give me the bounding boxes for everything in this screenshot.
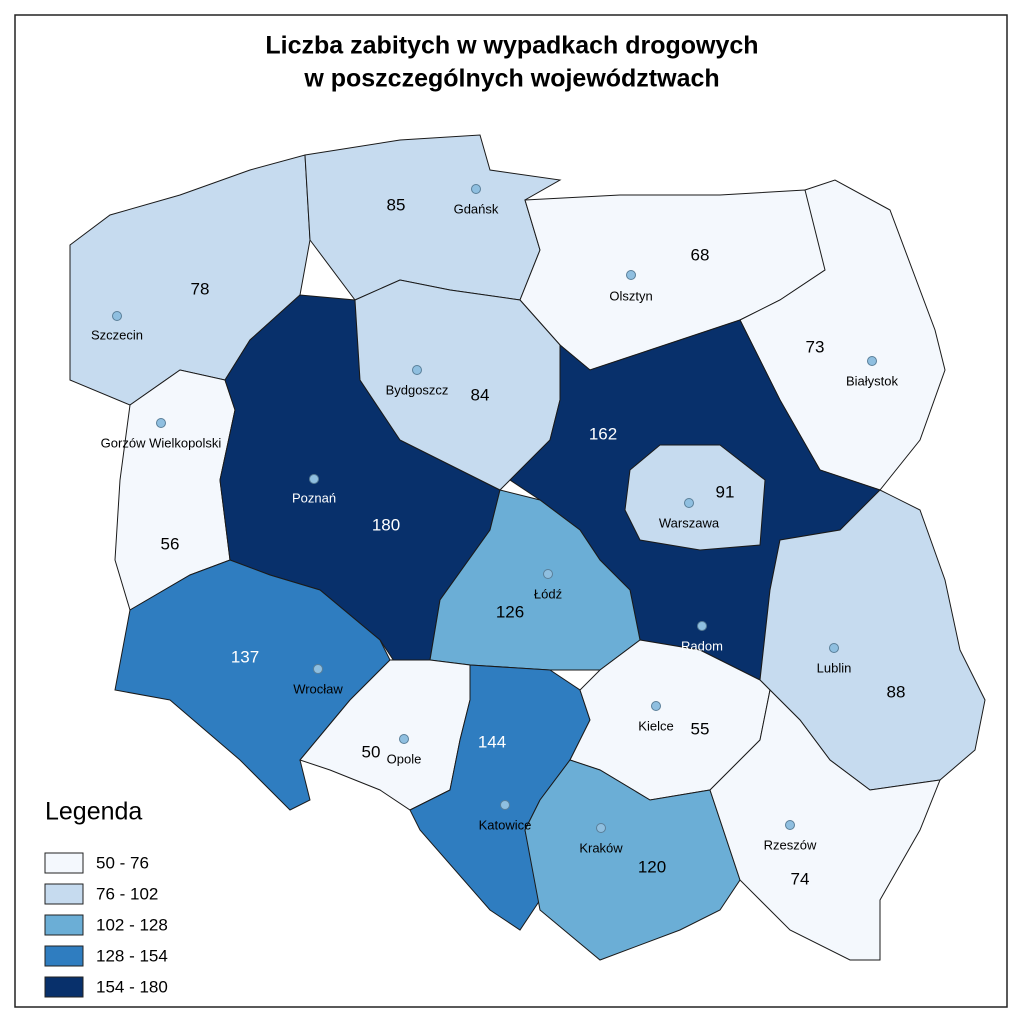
region <box>524 759 741 961</box>
city-label: Gorzów Wielkopolski <box>101 435 222 450</box>
legend-swatch <box>44 945 84 967</box>
region-value: 162 <box>589 424 617 443</box>
region-value: 91 <box>716 482 735 501</box>
legend-swatch <box>44 883 84 905</box>
city-label: Rzeszów <box>764 837 817 852</box>
legend-title: Legenda <box>45 798 142 826</box>
region-value: 74 <box>791 869 810 888</box>
city-label: Lublin <box>817 660 852 675</box>
region <box>624 444 766 551</box>
legend: 50 - 76 76 - 102 102 - 128 128 - 154 154 - 1… <box>44 852 168 998</box>
city-label: Kielce <box>638 718 673 733</box>
title-line: Liczba zabitych w wypadkach drogowych <box>265 32 758 60</box>
region-value: 55 <box>691 719 710 738</box>
region-value: 68 <box>691 245 710 264</box>
legend-label: 128 - 154 <box>96 946 168 965</box>
region-value: 137 <box>231 647 259 666</box>
city-dot <box>867 356 877 366</box>
region-value: 50 <box>362 742 381 761</box>
city-dot <box>471 184 481 194</box>
city-label: Szczecin <box>91 327 143 342</box>
legend-swatch <box>44 852 84 874</box>
city-dot <box>785 820 795 830</box>
city-dot <box>684 498 694 508</box>
title-line: w poszczególnych województwach <box>303 65 719 93</box>
legend-label: 76 - 102 <box>96 884 158 903</box>
legend-swatch <box>44 914 84 936</box>
city-dot <box>543 569 553 579</box>
city-label: Gdańsk <box>454 201 499 216</box>
city-label: Katowice <box>479 817 532 832</box>
region-value: 78 <box>191 279 210 298</box>
legend-swatch <box>44 976 84 998</box>
city-label: Kraków <box>579 840 623 855</box>
city-label: Opole <box>387 751 422 766</box>
city-dot <box>596 823 606 833</box>
region-value: 84 <box>471 385 490 404</box>
city-label: Radom <box>681 638 723 653</box>
region-value: 120 <box>638 857 666 876</box>
legend-label: 154 - 180 <box>96 977 168 996</box>
city-dot <box>309 474 319 484</box>
legend-label: 50 - 76 <box>96 853 149 872</box>
city-label: Wrocław <box>293 681 343 696</box>
city-dot <box>156 418 166 428</box>
city-dot <box>651 701 661 711</box>
region <box>709 688 941 961</box>
region-value: 56 <box>161 534 180 553</box>
city-label: Warszawa <box>659 515 720 530</box>
city-label: Olsztyn <box>609 288 652 303</box>
region-value: 88 <box>887 682 906 701</box>
labels: Szczecin 78 Gdańsk 85 Olsztyn 68 Białystok 73 Go… <box>91 184 906 888</box>
city-dot <box>626 270 636 280</box>
city-dot <box>412 365 422 375</box>
city-label: Białystok <box>846 373 899 388</box>
city-label: Łódź <box>534 586 562 601</box>
region-value: 180 <box>372 515 400 534</box>
city-dot <box>313 664 323 674</box>
regions <box>69 134 986 961</box>
city-dot <box>829 643 839 653</box>
legend-label: 102 - 128 <box>96 915 168 934</box>
city-label: Poznań <box>292 490 336 505</box>
region-value: 85 <box>387 195 406 214</box>
city-dot <box>697 621 707 631</box>
city-dot <box>399 734 409 744</box>
region-value: 144 <box>478 732 506 751</box>
region-value: 126 <box>496 602 524 621</box>
city-label: Bydgoszcz <box>386 382 449 397</box>
city-dot <box>112 311 122 321</box>
region-value: 73 <box>806 337 825 356</box>
city-dot <box>500 800 510 810</box>
